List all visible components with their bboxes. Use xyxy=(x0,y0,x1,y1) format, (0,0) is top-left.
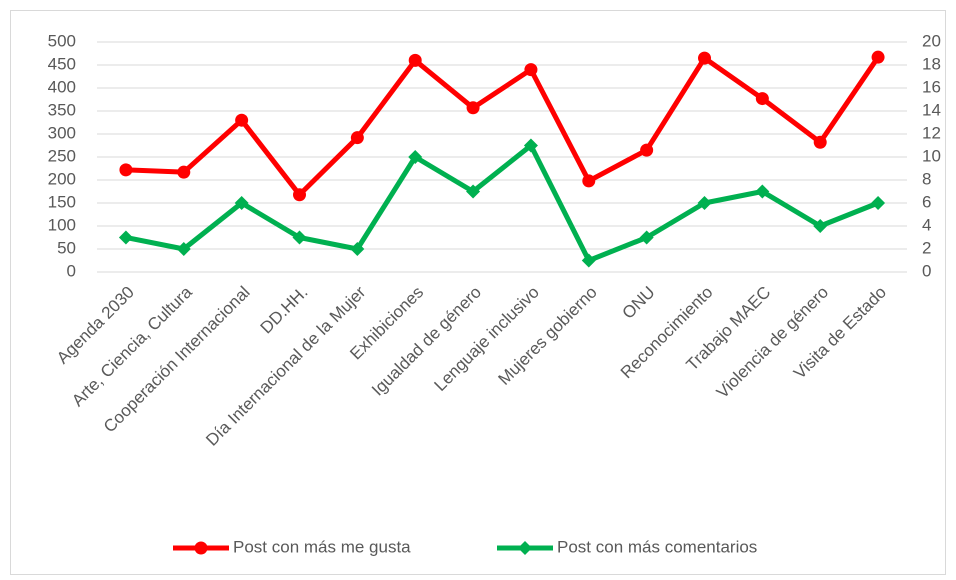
point xyxy=(813,135,827,149)
point xyxy=(118,230,133,245)
point xyxy=(176,242,191,256)
point xyxy=(119,163,133,177)
y-tick-label: 50 xyxy=(57,238,76,257)
point xyxy=(581,253,596,268)
y2-tick-label: 20 xyxy=(922,31,941,50)
y-tick-label: 350 xyxy=(48,100,76,119)
y2-tick-label: 8 xyxy=(922,169,931,188)
point xyxy=(582,174,596,188)
y2-tick-label: 12 xyxy=(922,123,941,142)
legend-marker xyxy=(518,541,532,555)
legend-label: Post con más me gusta xyxy=(233,537,411,556)
point xyxy=(466,101,480,115)
y2-tick-label: 16 xyxy=(922,77,941,96)
point xyxy=(292,230,307,245)
point xyxy=(639,230,654,245)
point xyxy=(408,150,423,164)
y2-tick-label: 0 xyxy=(922,261,931,280)
point xyxy=(234,196,249,210)
y2-tick-label: 10 xyxy=(922,146,941,165)
point xyxy=(524,63,538,77)
legend-label: Post con más comentarios xyxy=(557,537,757,556)
point xyxy=(235,113,249,127)
point xyxy=(523,138,538,153)
point xyxy=(871,50,885,64)
series-line xyxy=(125,55,881,198)
point xyxy=(350,131,364,145)
point xyxy=(640,143,654,157)
y-tick-label: 400 xyxy=(48,77,76,96)
point xyxy=(466,184,481,199)
point xyxy=(755,92,769,106)
point xyxy=(871,196,886,210)
series-line xyxy=(125,143,879,263)
y-tick-label: 100 xyxy=(48,215,76,234)
y-tick-label: 300 xyxy=(48,123,76,142)
y-tick-label: 0 xyxy=(67,261,76,280)
y-tick-label: 250 xyxy=(48,146,76,165)
y-tick-label: 500 xyxy=(48,31,76,50)
legend-marker xyxy=(194,541,208,555)
y2-tick-label: 4 xyxy=(922,215,931,234)
y2-tick-label: 14 xyxy=(922,100,941,119)
point xyxy=(698,51,711,65)
y-tick-label: 200 xyxy=(48,169,76,188)
y2-tick-label: 6 xyxy=(922,192,931,211)
point xyxy=(177,165,191,179)
point xyxy=(697,196,712,210)
y2-tick-label: 2 xyxy=(922,238,931,257)
point xyxy=(813,219,828,233)
point xyxy=(408,53,422,67)
y-tick-label: 150 xyxy=(48,192,76,211)
point xyxy=(293,188,306,202)
y-tick-label: 450 xyxy=(48,54,76,73)
point xyxy=(350,242,365,256)
y2-tick-label: 18 xyxy=(922,54,941,73)
point xyxy=(755,184,770,199)
